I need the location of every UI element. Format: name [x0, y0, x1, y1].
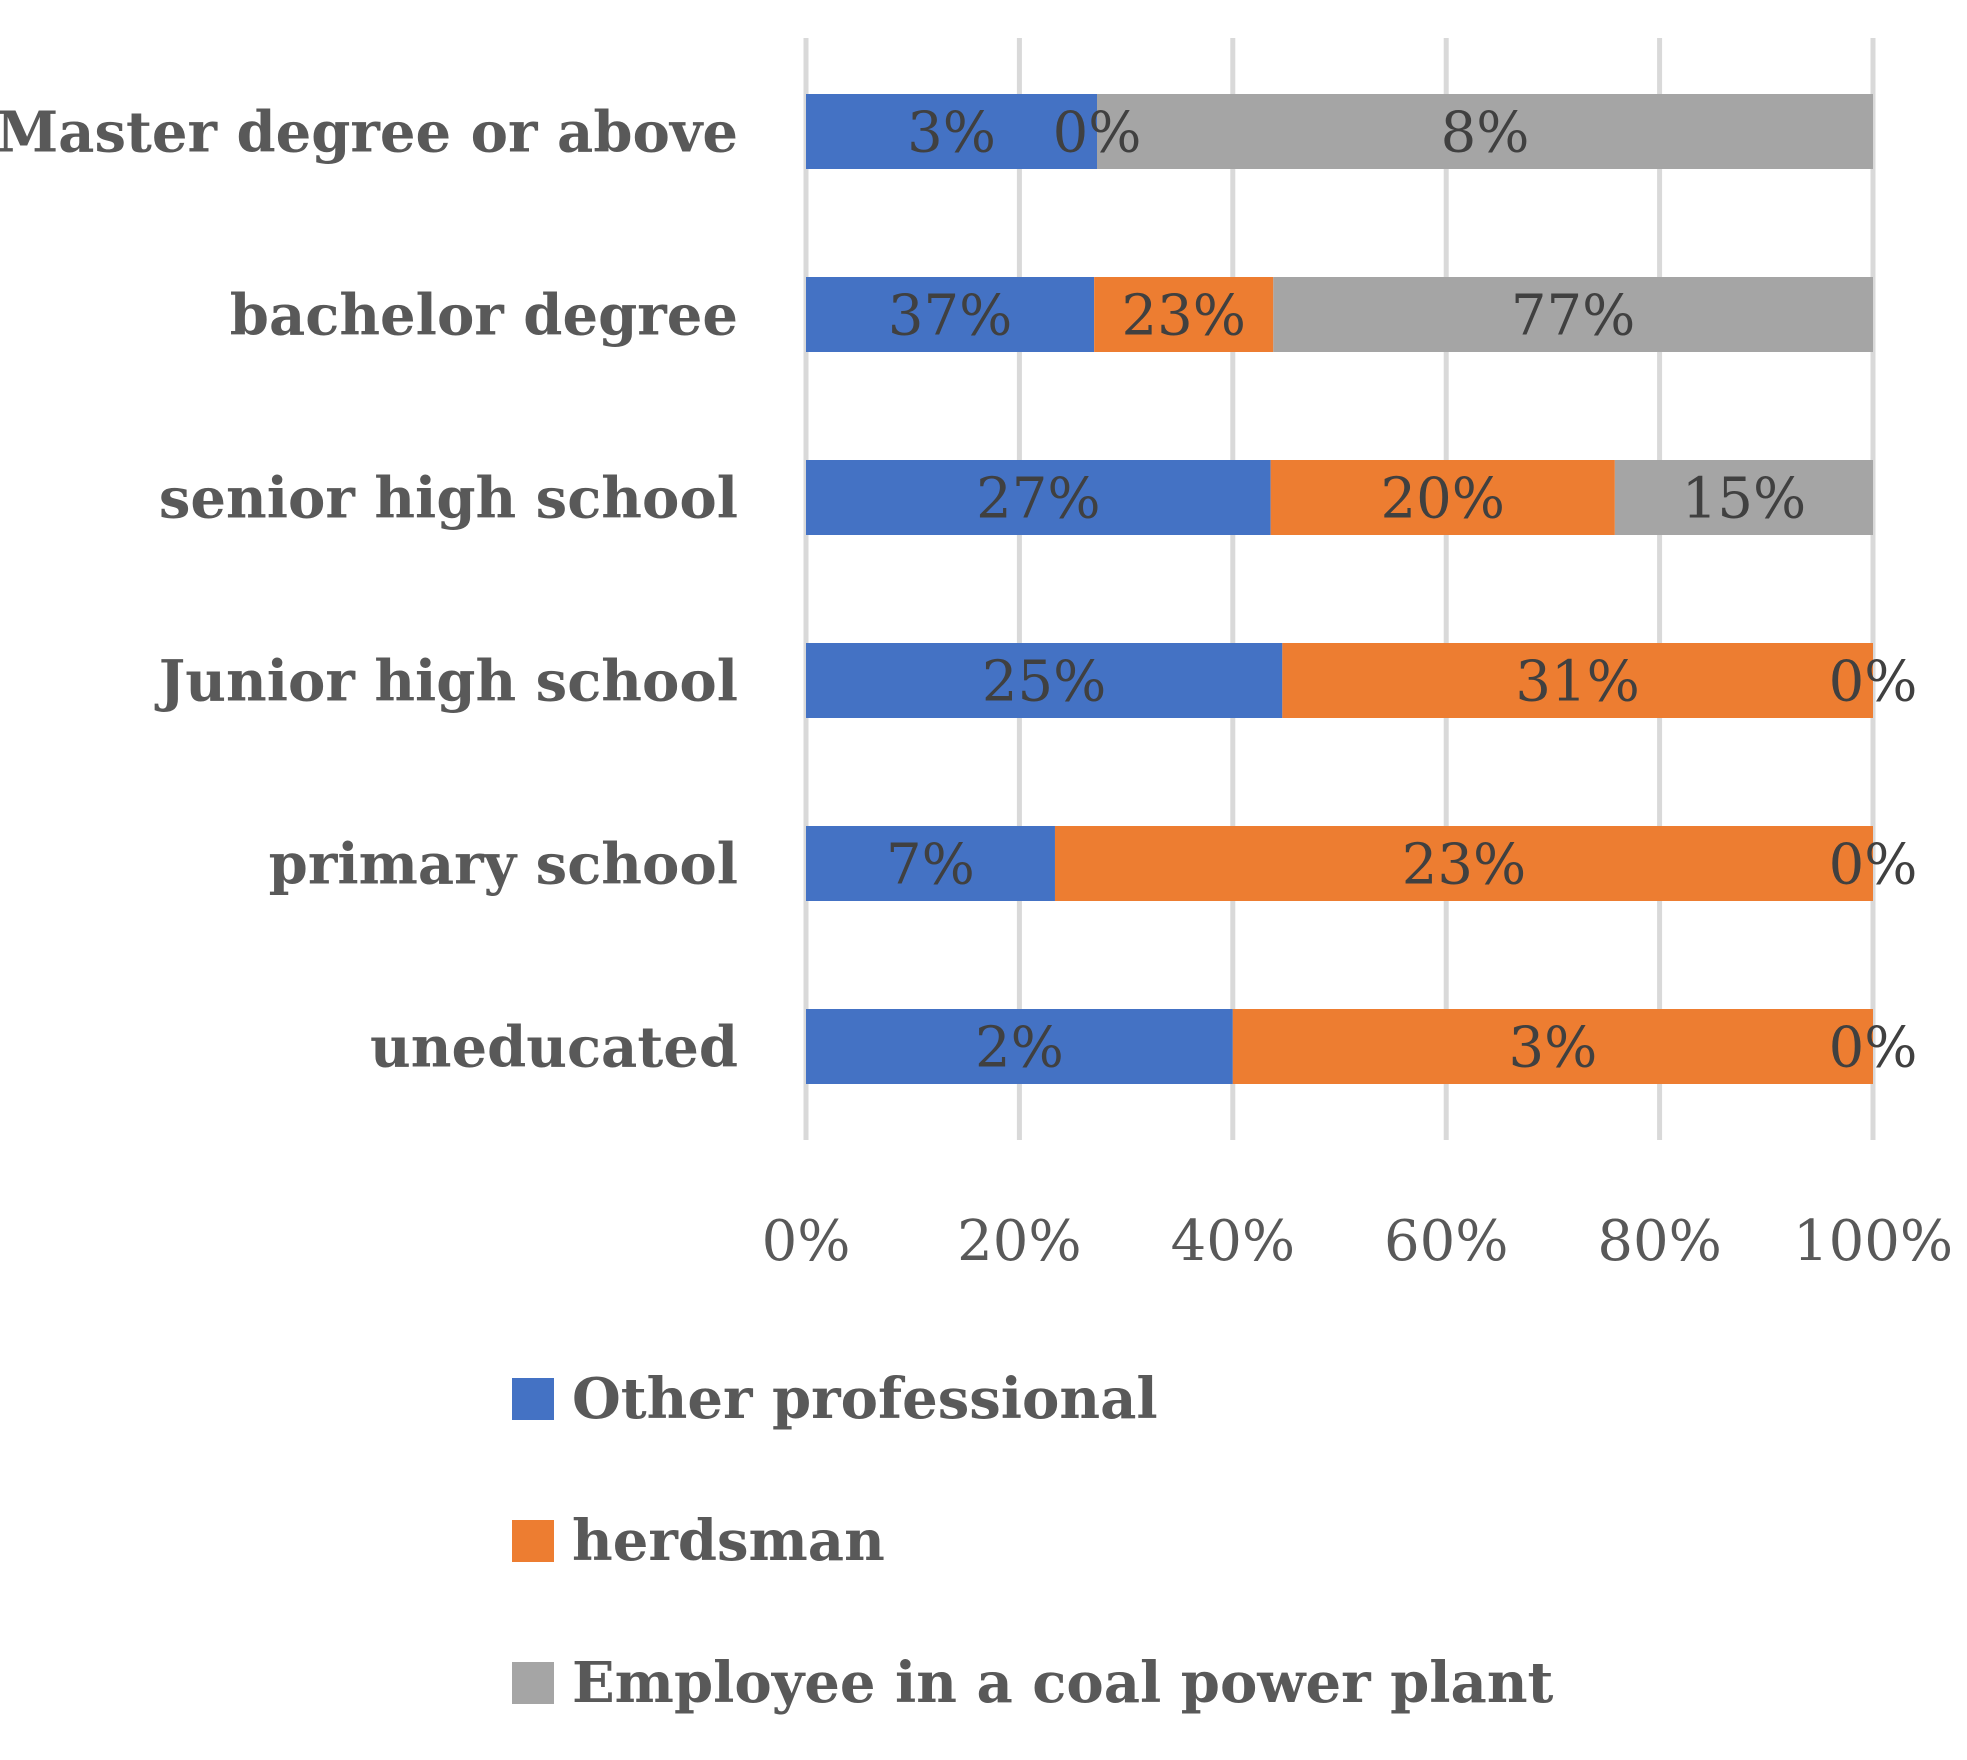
value-axis-ticks: 0% 20% 40% 60% 80% 100% — [762, 1209, 1953, 1274]
data-label: 0% — [1829, 833, 1918, 898]
data-label: 0% — [1829, 650, 1918, 715]
bar-segment — [806, 460, 1271, 535]
tick-label: 0% — [762, 1209, 851, 1274]
data-label: 23% — [1402, 833, 1526, 898]
category-label: primary school — [269, 832, 738, 898]
bar-segment — [806, 94, 1097, 169]
category-label: Master degree or above — [0, 100, 738, 166]
legend-label: herdsman — [572, 1508, 885, 1574]
data-label: 7% — [886, 833, 975, 898]
tick-label: 80% — [1597, 1209, 1721, 1274]
data-label: 0% — [1829, 1016, 1918, 1081]
data-label: 3% — [907, 101, 996, 166]
data-label: 0% — [1053, 101, 1142, 166]
bar-segment — [806, 277, 1095, 352]
bar-segment — [806, 1009, 1233, 1084]
bar-segment — [1232, 1009, 1873, 1084]
tick-label: 60% — [1384, 1209, 1508, 1274]
category-label: bachelor degree — [230, 283, 738, 349]
legend-swatch — [512, 1662, 554, 1704]
data-label: 20% — [1381, 467, 1505, 532]
bar-segment — [1097, 94, 1873, 169]
data-label: 15% — [1682, 467, 1806, 532]
data-label: 23% — [1121, 284, 1245, 349]
bar-segment — [1270, 460, 1615, 535]
data-label: 2% — [975, 1016, 1064, 1081]
bar-segment — [1614, 460, 1873, 535]
category-label: senior high school — [159, 466, 738, 532]
tick-label: 20% — [957, 1209, 1081, 1274]
tick-label: 40% — [1171, 1209, 1295, 1274]
category-label: uneducated — [370, 1015, 738, 1081]
legend-label: Other professional — [572, 1366, 1158, 1432]
category-label: Junior high school — [154, 649, 738, 715]
bar-segment — [806, 826, 1055, 901]
data-label: 25% — [982, 650, 1106, 715]
gridlines — [803, 38, 1876, 1140]
category-axis-labels: Master degree or above bachelor degree sen… — [0, 100, 738, 1081]
tick-label: 100% — [1793, 1209, 1953, 1274]
bars — [806, 94, 1873, 1084]
legend-swatch — [512, 1378, 554, 1420]
bar-segment — [1054, 826, 1873, 901]
data-label: 27% — [976, 467, 1100, 532]
bar-segment — [1273, 277, 1873, 352]
legend-swatch — [512, 1520, 554, 1562]
data-label: 77% — [1511, 284, 1635, 349]
data-label: 8% — [1441, 101, 1530, 166]
legend: Other professional herdsman Employee in a … — [512, 1366, 1554, 1716]
data-label: 3% — [1508, 1016, 1597, 1081]
legend-label: Employee in a coal power plant — [572, 1650, 1554, 1716]
data-labels: 3% 0% 8% 37% 23% 77% 27% 20% 15% 25% 31% 0% 7% 23% 0% 2… — [886, 101, 1917, 1081]
bar-segment — [806, 643, 1283, 718]
data-label: 31% — [1515, 650, 1639, 715]
data-label: 37% — [888, 284, 1012, 349]
bar-segment — [1282, 643, 1873, 718]
bar-segment — [1094, 277, 1274, 352]
